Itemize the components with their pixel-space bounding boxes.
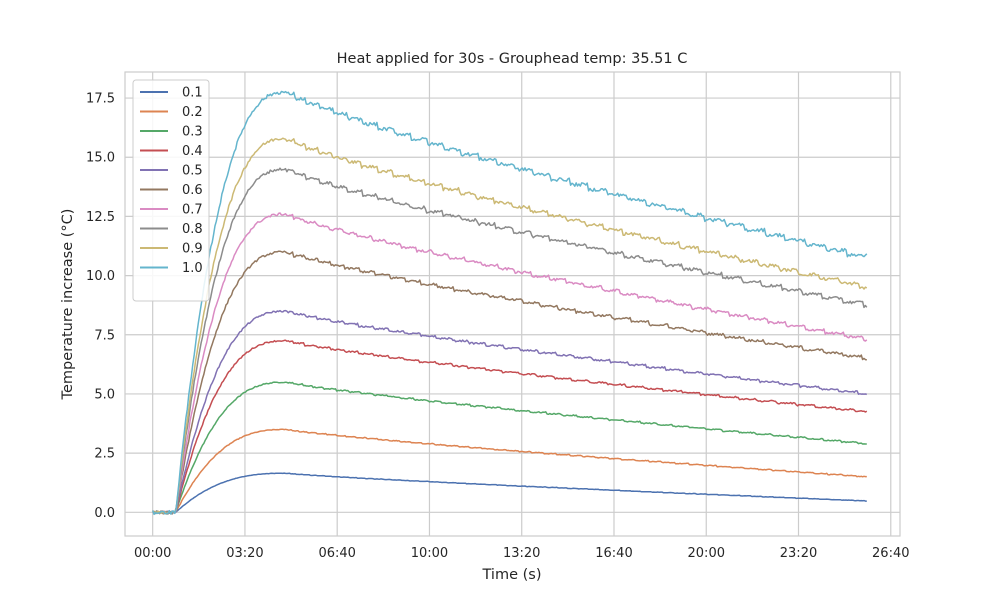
y-tick-label: 10.0 [86, 269, 115, 284]
x-tick-label: 23:20 [780, 546, 817, 561]
legend-label: 0.9 [182, 242, 203, 257]
x-tick-label: 00:00 [134, 546, 171, 561]
x-tick-label: 26:40 [872, 546, 909, 561]
legend-label: 0.5 [182, 164, 203, 179]
series-line-0-6 [152, 250, 867, 514]
legend-box [132, 79, 210, 302]
legend-label: 0.4 [182, 144, 203, 159]
y-tick-label: 0.0 [94, 506, 115, 521]
series-layer [151, 90, 868, 516]
y-tick-label: 5.0 [94, 387, 115, 402]
series-line-0-7 [152, 212, 868, 515]
series-line-0-5 [152, 309, 868, 514]
legend: 0.1 0.2 0.3 0.4 0.5 0.6 0.7 0.8 0.9 1.0 [132, 79, 210, 302]
y-tick-label: 12.5 [86, 210, 115, 225]
x-tick-label: 20:00 [688, 546, 725, 561]
legend-label: 1.0 [182, 261, 203, 276]
series-line-0-8 [152, 167, 868, 515]
y-tick-label: 7.5 [94, 328, 115, 343]
x-tick-label: 03:20 [226, 546, 263, 561]
x-tick-label: 16:40 [595, 546, 632, 561]
y-tick-label: 15.0 [86, 151, 115, 166]
y-tick-label: 17.5 [86, 92, 115, 107]
grid [125, 72, 900, 536]
legend-label: 0.2 [182, 105, 203, 120]
chart-title: Heat applied for 30s - Grouphead temp: 3… [337, 51, 688, 67]
x-tick-label: 10:00 [411, 546, 448, 561]
x-tick-label: 06:40 [318, 546, 355, 561]
series-line-1-0 [151, 90, 868, 516]
series-line-0-9 [152, 137, 868, 515]
y-axis-label: Temperature increase (°C) [60, 209, 76, 401]
series-line-0-2 [152, 428, 867, 514]
legend-label: 0.3 [182, 125, 203, 140]
series-line-0-1 [152, 472, 867, 514]
x-axis-label: Time (s) [482, 567, 542, 583]
legend-label: 0.7 [182, 203, 203, 218]
series-line-0-3 [152, 381, 867, 514]
legend-label: 0.1 [182, 86, 203, 101]
series-line-0-4 [152, 339, 868, 515]
legend-label: 0.8 [182, 222, 203, 237]
y-tick-label: 2.5 [94, 447, 115, 462]
y-axis-ticks: 0.0 2.5 5.0 7.5 10.0 12.5 15.0 17.5 [86, 92, 115, 521]
x-axis-ticks: 00:00 03:20 06:40 10:00 13:20 16:40 20:00 23:20… [134, 546, 910, 561]
plot-area [124, 71, 901, 537]
x-tick-label: 13:20 [503, 546, 540, 561]
legend-label: 0.6 [182, 183, 203, 198]
